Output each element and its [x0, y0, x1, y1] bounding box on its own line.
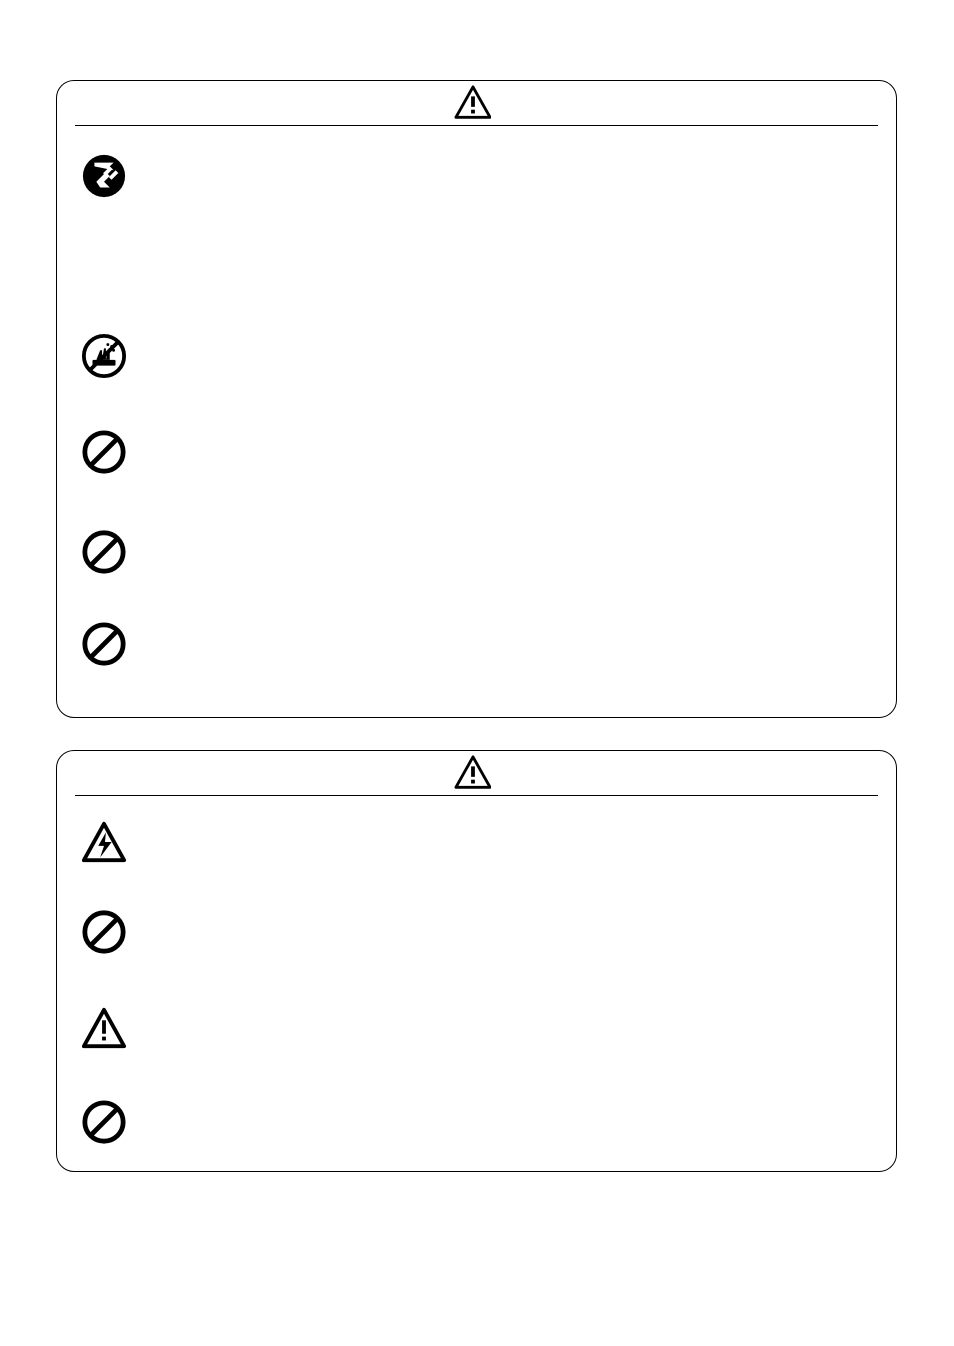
warning-item [73, 427, 880, 475]
warning-item-text [135, 331, 880, 339]
caution-heading-row [75, 751, 878, 796]
warning-item [73, 331, 880, 379]
caution-panel [56, 750, 897, 1172]
warning-triangle-icon [454, 85, 492, 119]
unplug-icon [73, 151, 135, 199]
warning-item-text [135, 527, 880, 535]
prohibition-icon [73, 527, 135, 575]
warning-panel [56, 80, 897, 718]
caution-item-text [135, 817, 880, 825]
prohibition-icon [73, 1097, 135, 1145]
caution-item [73, 1097, 880, 1145]
warning-item [73, 151, 880, 199]
caution-item [73, 1003, 880, 1051]
warning-item-text [135, 619, 880, 627]
prohibition-icon [73, 907, 135, 955]
page-root [0, 0, 954, 1346]
prohibition-icon [73, 427, 135, 475]
warning-item-text [135, 151, 880, 159]
no-wet-hands-icon [73, 331, 135, 379]
warning-item [73, 527, 880, 575]
caution-item-text [135, 1003, 880, 1011]
warning-triangle-icon [454, 755, 492, 789]
warning-heading-row [75, 81, 878, 126]
caution-item [73, 817, 880, 865]
caution-item [73, 907, 880, 955]
caution-item-text [135, 907, 880, 915]
warning-item [73, 619, 880, 667]
electric-triangle-icon [73, 817, 135, 865]
warning-triangle-icon [73, 1003, 135, 1051]
caution-item-text [135, 1097, 880, 1105]
prohibition-icon [73, 619, 135, 667]
warning-item-text [135, 427, 880, 435]
